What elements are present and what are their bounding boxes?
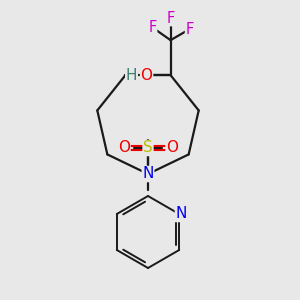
- Text: N: N: [176, 206, 187, 221]
- Text: O: O: [118, 140, 130, 155]
- Text: N: N: [142, 167, 154, 182]
- Text: O: O: [166, 140, 178, 155]
- Text: F: F: [185, 22, 194, 37]
- Text: F: F: [148, 20, 157, 35]
- Text: O: O: [141, 68, 153, 82]
- Text: S: S: [143, 140, 153, 155]
- Text: H: H: [126, 68, 137, 82]
- Text: F: F: [167, 11, 175, 26]
